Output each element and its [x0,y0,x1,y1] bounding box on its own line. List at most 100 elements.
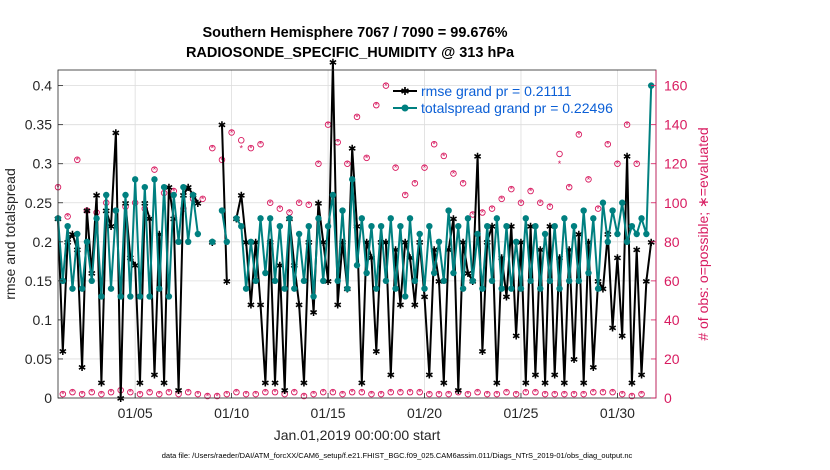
obs-possible-marker [541,390,549,398]
totalspread-point [180,183,187,191]
obs-evaluated-marker: * [186,388,190,398]
obs-possible-marker [575,131,583,138]
rmse-point: ✱ [391,246,399,257]
obs-possible-marker [570,390,578,398]
totalspread-point [633,230,640,238]
rmse-point: ✱ [276,261,284,272]
obs-possible-marker [136,390,144,398]
obs-possible-marker [459,179,467,187]
y-tick-label: 0.15 [25,273,52,289]
rmse-point: ✱ [570,355,578,366]
obs-possible-marker [271,388,279,396]
rmse-point: ✱ [401,238,409,249]
totalspread-point [479,285,486,292]
rmse-point: ✱ [449,214,457,225]
obs-possible-marker [585,176,592,183]
totalspread-point [242,285,250,292]
obs-evaluated-marker: * [384,81,388,91]
totalspread-point [238,222,245,230]
obs-possible-marker [358,388,366,396]
obs-possible-marker [633,160,640,167]
y-tick-label: 0.1 [33,312,53,328]
obs-possible-marker [363,154,370,162]
obs-evaluated-marker: * [235,388,239,398]
totalspread-point [474,230,481,238]
obs-evaluated-marker: * [341,390,345,400]
rmse-point: ✱ [613,253,621,264]
rmse-point: ✱ [642,277,650,288]
obs-evaluated-marker: * [592,388,596,398]
totalspread-point [233,215,240,222]
obs-evaluated-marker: * [413,179,417,189]
obs-possible-marker [348,388,356,396]
obs-possible-marker [368,390,375,398]
rmse-point: ✱ [237,191,245,202]
obs-possible-marker [165,388,173,396]
totalspread-point [585,269,592,277]
rmse-point: ✱ [314,199,322,210]
x-tick-label: 01/30 [600,405,635,421]
obs-evaluated-marker: * [524,388,528,398]
totalspread-point [300,277,308,285]
totalspread-point [609,207,616,214]
obs-evaluated-marker: * [630,392,634,402]
obs-possible-marker [310,390,317,398]
rmse-point: ✱ [555,253,563,264]
obs-evaluated-marker: * [293,388,297,398]
rmse-point: ✱ [367,253,375,264]
totalspread-point [131,176,139,183]
obs-evaluated-marker: * [587,175,591,185]
obs-possible-marker [512,390,520,398]
obs-possible-marker [580,390,587,398]
totalspread-point [334,277,341,285]
obs-possible-marker [604,140,612,148]
obs-possible-marker [175,390,182,398]
obs-evaluated-marker: * [563,390,567,400]
totalspread-point [151,176,158,183]
totalspread-point [88,277,95,285]
totalspread-point [484,222,491,230]
obs-possible-marker [315,160,322,167]
obs-possible-marker [204,392,211,400]
obs-evaluated-marker: * [635,159,639,169]
rmse-point: ✱ [338,238,346,249]
totalspread-point [416,230,423,238]
obs-evaluated-marker: * [249,144,253,154]
obs-evaluated-marker: * [490,204,494,214]
obs-possible-marker [353,113,361,121]
totalspread-point [580,207,587,214]
obs-evaluated-marker: * [355,112,359,122]
obs-evaluated-marker: * [215,392,219,402]
totalspread-point [565,277,573,285]
totalspread-point [348,176,356,183]
rmse-point: ✱ [271,378,279,389]
obs-evaluated-marker: * [326,120,330,130]
rmse-point: ✱ [261,378,269,389]
totalspread-point [450,269,457,277]
obs-evaluated-marker: * [230,128,234,138]
totalspread-point [503,222,510,230]
rmse-point: ✱ [309,308,317,319]
totalspread-point [103,191,110,199]
obs-possible-marker [291,388,298,396]
rmse-point: ✱ [575,230,583,241]
totalspread-point [69,285,76,292]
totalspread-point [387,215,394,222]
obs-evaluated-marker: * [158,390,162,400]
totalspread-point [546,277,554,285]
totalspread-point [358,215,366,222]
rmse-point: ✱ [194,199,202,210]
obs-possible-marker [146,388,153,396]
obs-evaluated-marker: * [336,138,340,148]
totalspread-point [156,285,163,292]
obs-evaluated-marker: * [553,390,557,400]
obs-evaluated-marker: * [466,390,470,400]
rmse-point: ✱ [97,378,105,389]
rmse-point: ✱ [382,238,390,249]
obs-evaluated-marker: * [321,388,325,398]
obs-possible-marker [614,160,621,167]
totalspread-point [382,277,390,285]
rmse-point: ✱ [628,378,636,389]
obs-possible-marker [59,390,67,398]
